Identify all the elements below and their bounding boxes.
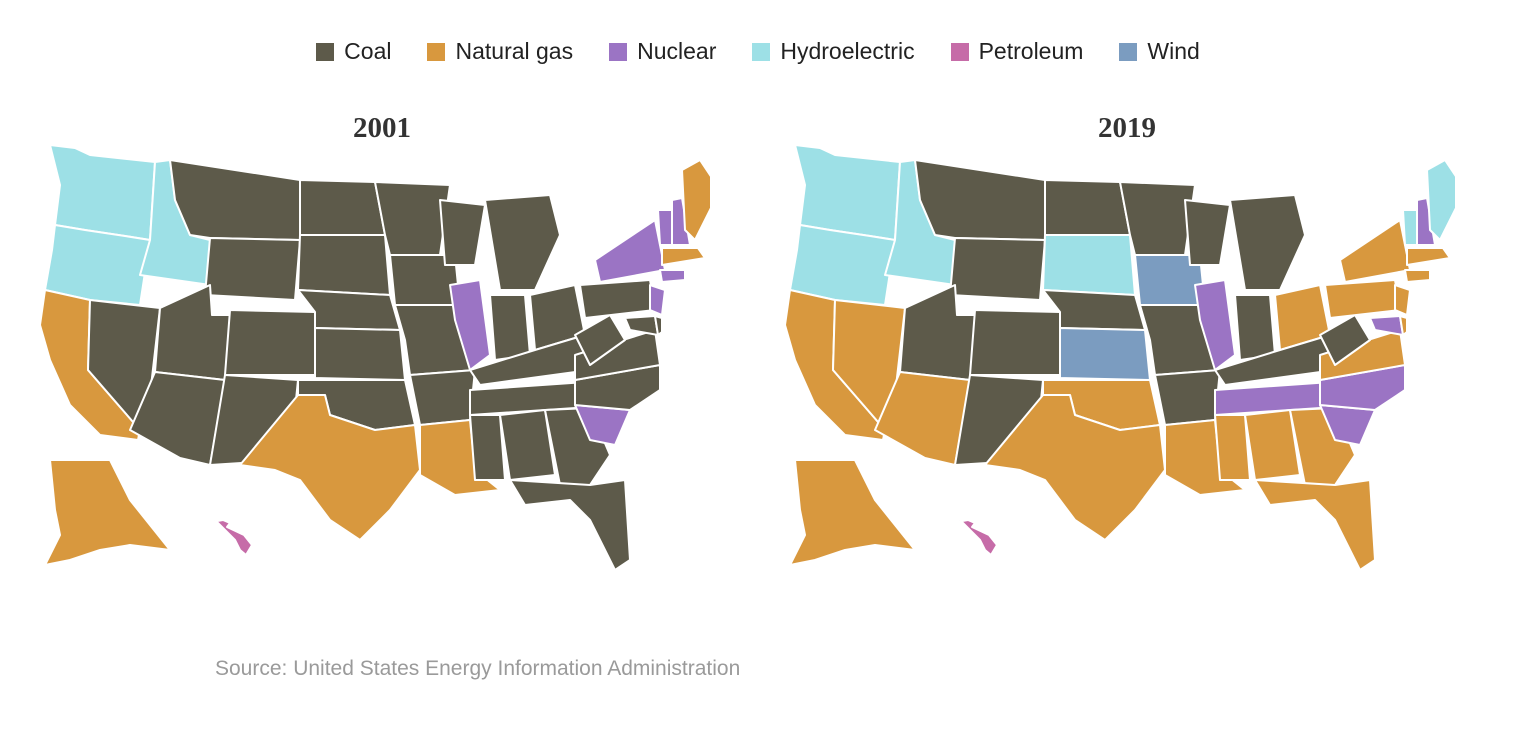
us-map-2019 bbox=[784, 144, 1455, 571]
state-mt bbox=[914, 159, 1046, 241]
state-nh bbox=[671, 197, 691, 246]
state-wy bbox=[204, 237, 301, 301]
wind-swatch bbox=[1119, 42, 1138, 61]
state-co bbox=[224, 309, 316, 376]
state-wa bbox=[49, 144, 156, 241]
state-mt bbox=[169, 159, 301, 241]
state-nd bbox=[299, 179, 386, 236]
state-il bbox=[1194, 279, 1236, 371]
state-il bbox=[449, 279, 491, 371]
state-in bbox=[489, 294, 531, 361]
state-sd bbox=[297, 234, 391, 296]
legend-label: Nuclear bbox=[637, 38, 717, 64]
state-wa bbox=[794, 144, 901, 241]
state-wv bbox=[1319, 314, 1371, 366]
state-wi bbox=[439, 199, 486, 266]
state-pa bbox=[1324, 279, 1401, 319]
state-mn bbox=[374, 181, 451, 256]
legend-label: Hydroelectric bbox=[780, 38, 915, 64]
nuclear-swatch bbox=[609, 42, 628, 61]
state-in bbox=[1234, 294, 1276, 361]
state-ct bbox=[1404, 269, 1431, 283]
state-md bbox=[624, 315, 659, 336]
state-wv bbox=[574, 314, 626, 366]
state-pa bbox=[579, 279, 656, 319]
state-hi bbox=[954, 514, 998, 556]
map-title-2001: 2001 bbox=[353, 112, 411, 144]
state-vt bbox=[657, 209, 673, 246]
map-title-2019: 2019 bbox=[1098, 112, 1156, 144]
state-ma bbox=[661, 247, 706, 266]
state-az bbox=[874, 371, 971, 466]
state-ak bbox=[789, 459, 916, 566]
state-nh bbox=[1416, 197, 1436, 246]
legend-item-hydroelectric: Hydroelectric bbox=[752, 38, 915, 65]
state-wi bbox=[1184, 199, 1231, 266]
state-fl bbox=[1254, 479, 1376, 571]
state-ks bbox=[314, 327, 406, 381]
state-va bbox=[574, 329, 661, 381]
state-al bbox=[499, 409, 556, 481]
state-nj bbox=[649, 284, 666, 316]
state-me bbox=[681, 159, 710, 241]
state-ut bbox=[899, 284, 976, 381]
state-de bbox=[1399, 315, 1408, 336]
legend-item-coal: Coal bbox=[316, 38, 391, 65]
legend: Coal Natural gas Nuclear Hydroelectric P… bbox=[0, 38, 1516, 65]
state-ny bbox=[1339, 219, 1411, 283]
state-vt bbox=[1402, 209, 1418, 246]
state-mi bbox=[484, 194, 561, 291]
state-va bbox=[1319, 329, 1406, 381]
legend-item-petroleum: Petroleum bbox=[950, 38, 1084, 65]
state-md bbox=[1369, 315, 1404, 336]
state-nj bbox=[1394, 284, 1411, 316]
legend-label: Coal bbox=[344, 38, 392, 64]
us-map-2001 bbox=[39, 144, 710, 571]
state-co bbox=[969, 309, 1061, 376]
state-ct bbox=[659, 269, 686, 283]
state-ny bbox=[594, 219, 666, 283]
state-ms bbox=[469, 414, 506, 481]
state-mi bbox=[1229, 194, 1306, 291]
state-mn bbox=[1119, 181, 1196, 256]
legend-label: Wind bbox=[1147, 38, 1200, 64]
state-de bbox=[654, 315, 663, 336]
state-ut bbox=[154, 284, 231, 381]
state-tx bbox=[984, 394, 1166, 541]
legend-label: Natural gas bbox=[455, 38, 574, 64]
source-note: Source: United States Energy Information… bbox=[215, 657, 741, 680]
state-sd bbox=[1042, 234, 1136, 296]
natural-gas-swatch bbox=[427, 42, 446, 61]
state-ar bbox=[409, 369, 476, 426]
state-hi bbox=[209, 514, 253, 556]
state-ma bbox=[1406, 247, 1451, 266]
petroleum-swatch bbox=[950, 42, 969, 61]
legend-item-wind: Wind bbox=[1119, 38, 1200, 65]
state-tx bbox=[239, 394, 421, 541]
state-al bbox=[1244, 409, 1301, 481]
legend-item-natural-gas: Natural gas bbox=[427, 38, 573, 65]
coal-swatch bbox=[316, 42, 335, 61]
state-ar bbox=[1154, 369, 1221, 426]
state-nd bbox=[1044, 179, 1131, 236]
state-ak bbox=[44, 459, 171, 566]
legend-label: Petroleum bbox=[978, 38, 1084, 64]
state-ms bbox=[1214, 414, 1251, 481]
hydroelectric-swatch bbox=[752, 42, 771, 61]
state-fl bbox=[509, 479, 631, 571]
legend-item-nuclear: Nuclear bbox=[609, 38, 716, 65]
state-wy bbox=[949, 237, 1046, 301]
state-az bbox=[129, 371, 226, 466]
state-me bbox=[1426, 159, 1455, 241]
state-ks bbox=[1059, 327, 1151, 381]
